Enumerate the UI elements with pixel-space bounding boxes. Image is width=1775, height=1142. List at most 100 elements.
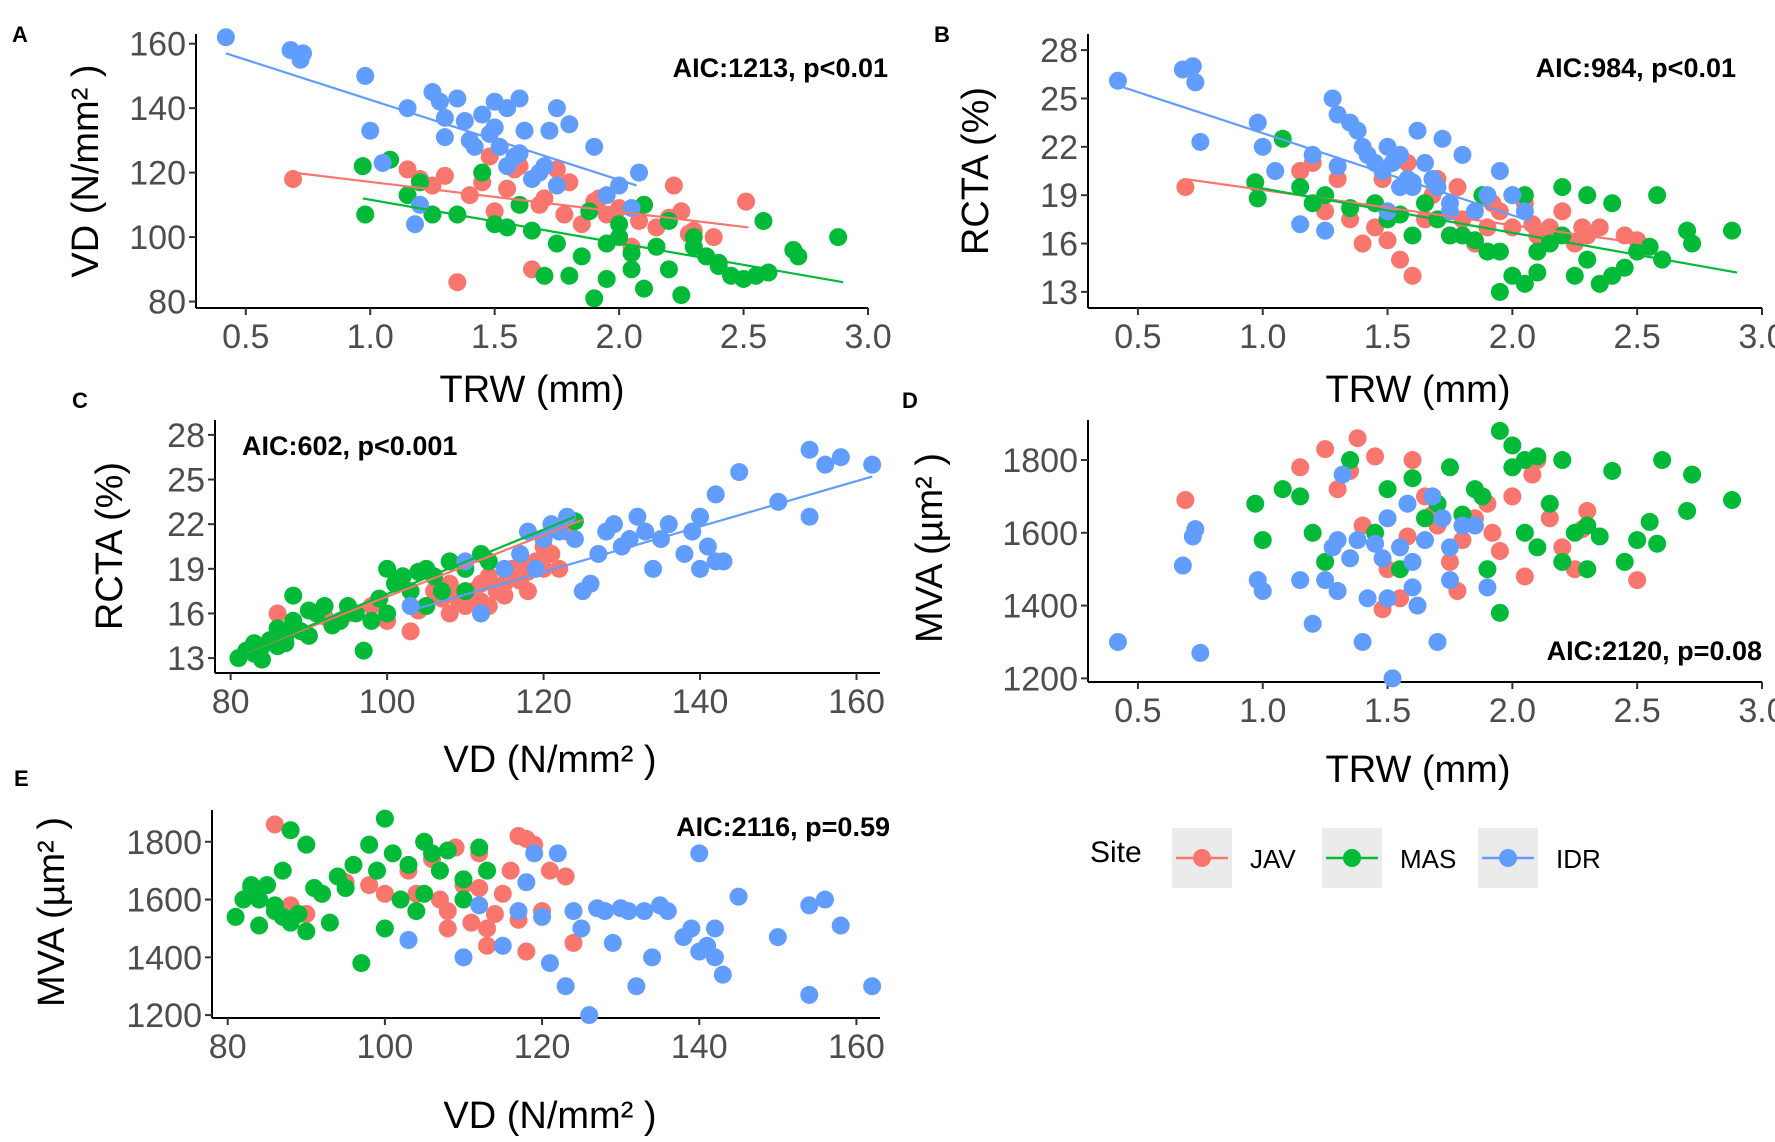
data-point xyxy=(1176,491,1195,510)
data-point xyxy=(1590,527,1609,546)
data-point xyxy=(1433,509,1452,528)
data-point xyxy=(509,902,528,921)
data-point xyxy=(515,121,534,140)
data-point xyxy=(1378,509,1397,528)
data-point xyxy=(1323,89,1342,108)
data-point xyxy=(1291,458,1310,477)
data-point xyxy=(1515,523,1534,542)
data-point xyxy=(580,202,599,221)
y-axis-title: MVA (µm² ) xyxy=(31,817,73,1007)
data-point xyxy=(622,244,641,263)
y-axis-title: MVA (µm² ) xyxy=(909,453,951,643)
data-point xyxy=(268,604,287,623)
data-point xyxy=(800,985,819,1004)
y-tick-label: 1400 xyxy=(126,939,202,977)
data-point xyxy=(659,260,678,279)
data-point xyxy=(1248,189,1267,208)
data-point xyxy=(1578,186,1597,205)
data-point xyxy=(1353,632,1372,651)
data-point xyxy=(565,530,584,549)
data-point xyxy=(1440,458,1459,477)
data-point xyxy=(1403,226,1422,245)
data-point xyxy=(1378,589,1397,608)
series-idr xyxy=(1108,465,1497,688)
data-point xyxy=(361,121,380,140)
data-point xyxy=(1186,73,1205,92)
data-point xyxy=(1248,113,1267,132)
data-point xyxy=(1603,461,1622,480)
data-point xyxy=(737,192,756,211)
data-point xyxy=(1403,552,1422,571)
data-point xyxy=(1578,516,1597,535)
data-point xyxy=(1253,582,1272,601)
x-tick-label: 160 xyxy=(828,683,885,721)
data-point xyxy=(1291,571,1310,590)
data-point xyxy=(1186,520,1205,539)
data-point xyxy=(1341,549,1360,568)
data-point xyxy=(501,861,520,880)
data-point xyxy=(1378,480,1397,499)
data-point xyxy=(1316,440,1335,459)
data-point xyxy=(643,948,662,967)
data-point xyxy=(518,522,537,541)
annotation: AIC:2120, p=0.08 xyxy=(1547,636,1762,666)
x-tick-label: 120 xyxy=(514,1028,571,1066)
data-point xyxy=(550,559,569,578)
x-tick-label: 1.5 xyxy=(1364,692,1411,730)
data-point xyxy=(478,861,497,880)
data-point xyxy=(354,641,373,660)
x-tick-label: 160 xyxy=(828,1028,885,1066)
data-point xyxy=(530,195,549,214)
fit-line-jav xyxy=(245,518,584,654)
data-point xyxy=(462,913,481,932)
data-point xyxy=(754,211,773,230)
x-tick-label: 3.0 xyxy=(1738,318,1775,356)
data-point xyxy=(605,515,623,534)
data-point xyxy=(1478,242,1497,261)
data-point xyxy=(705,919,724,938)
data-point xyxy=(1553,538,1572,557)
data-point xyxy=(284,586,303,605)
data-point xyxy=(636,522,655,541)
data-point xyxy=(432,582,451,601)
data-point xyxy=(691,507,710,526)
y-tick-label: 22 xyxy=(167,506,205,544)
data-point xyxy=(1416,153,1434,172)
data-point xyxy=(658,902,677,921)
x-tick-label: 0.5 xyxy=(222,318,269,356)
x-tick-label: 80 xyxy=(212,683,250,721)
y-tick-label: 16 xyxy=(1040,226,1078,264)
data-point xyxy=(393,567,412,586)
data-point xyxy=(597,186,616,205)
data-point xyxy=(525,844,544,863)
data-point xyxy=(1490,162,1509,180)
data-point xyxy=(399,855,418,874)
data-point xyxy=(1590,218,1609,237)
series-mas xyxy=(1246,421,1742,622)
data-point xyxy=(297,922,316,941)
panel-c: C 13 16 19 22 25 28 80 100 120 140 160 VD (N/mm² ) RC… xyxy=(72,388,885,781)
data-point xyxy=(470,896,489,915)
data-point xyxy=(1553,202,1572,221)
data-point xyxy=(1316,552,1335,571)
x-tick-label: 2.0 xyxy=(595,318,642,356)
data-point xyxy=(1366,447,1385,466)
data-point xyxy=(691,559,710,578)
data-point xyxy=(1403,469,1422,488)
data-point xyxy=(352,954,371,973)
data-point xyxy=(581,574,600,593)
data-point xyxy=(831,916,850,935)
panel-letter: C xyxy=(72,388,88,413)
data-point xyxy=(510,89,529,108)
data-point xyxy=(517,829,536,848)
data-point xyxy=(344,855,363,874)
legend: Site JAV MAS IDR xyxy=(1090,828,1601,888)
x-tick-label: 1.0 xyxy=(1239,692,1286,730)
data-point xyxy=(398,160,417,179)
data-point xyxy=(533,907,552,926)
data-point xyxy=(1246,494,1265,513)
fit-line-jav xyxy=(292,171,749,229)
data-point xyxy=(1423,487,1442,506)
data-point xyxy=(1440,538,1459,557)
data-point xyxy=(1403,578,1422,597)
